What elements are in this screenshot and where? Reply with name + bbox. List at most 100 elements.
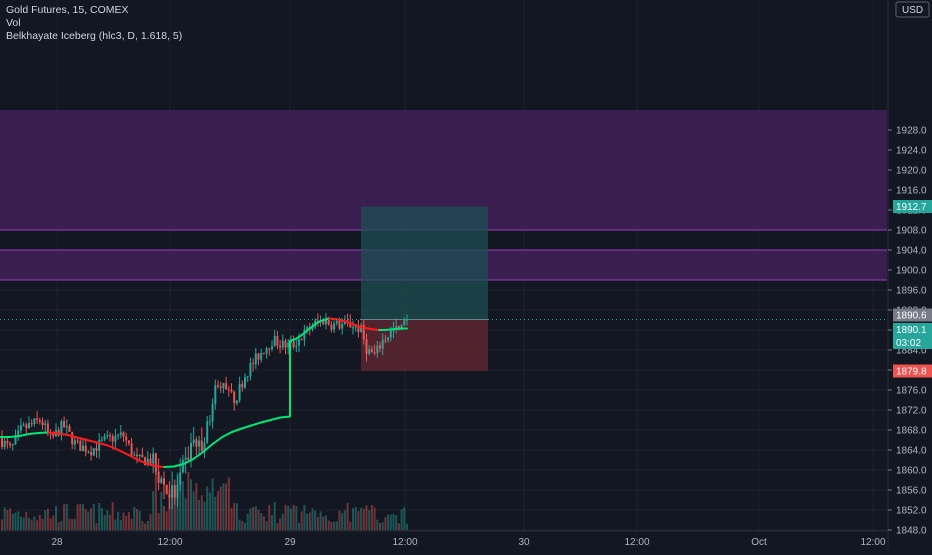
candle-body-4	[11, 444, 14, 446]
candle-body-74	[200, 440, 203, 452]
volume-bar-120	[325, 515, 327, 530]
price-tick-label-4: 1864.0	[896, 446, 927, 457]
candle-body-43	[117, 434, 120, 436]
volume-bar-104	[281, 513, 284, 530]
candle-body-126	[341, 324, 344, 329]
legend-symbol[interactable]: Gold Futures, 15, COMEX	[6, 4, 129, 16]
candle-body-30	[82, 445, 84, 452]
time-axis[interactable]: 28 12:00 29 12:00 30 12:00 Oct 12:00	[0, 530, 887, 548]
candle-body-137	[370, 349, 373, 353]
volume-bar-39	[106, 510, 109, 530]
candle-body-51	[138, 454, 141, 457]
candle-body-96	[260, 353, 263, 360]
volume-bar-133	[360, 507, 363, 530]
candle-body-62	[168, 494, 171, 498]
candle-body-41	[111, 436, 114, 442]
candle-body-71	[192, 439, 195, 444]
volume-bar-115	[311, 508, 314, 530]
candle-body-28	[76, 440, 79, 442]
candle-body-86	[233, 391, 236, 404]
volume-bar-72	[195, 482, 198, 530]
volume-bar-76	[206, 486, 209, 530]
candle-body-130	[352, 327, 354, 329]
candle-body-117	[316, 320, 319, 322]
volume-bar-89	[241, 520, 244, 530]
candle-body-139	[376, 345, 379, 353]
volume-bar-138	[373, 507, 376, 530]
candle-body-124	[335, 320, 338, 324]
candle-body-59	[160, 478, 163, 483]
volume-bar-146	[395, 515, 398, 530]
legend-volume[interactable]: Vol	[6, 17, 21, 29]
volume-bar-15	[41, 518, 44, 530]
volume-bar-127	[343, 510, 346, 530]
volume-bar-37	[100, 507, 103, 530]
candle-body-57	[154, 453, 157, 472]
candle-body-97	[262, 353, 265, 355]
volume-bar-28	[76, 504, 79, 530]
volume-bar-132	[357, 511, 360, 530]
candle-body-67	[181, 459, 184, 473]
last-gray-price-label-bg	[893, 308, 932, 322]
volume-bar-107	[289, 508, 292, 530]
volume-bar-99	[268, 504, 271, 530]
legend-indicator[interactable]: Belkhayate Iceberg (hlc3, D, 1.618, 5)	[6, 30, 183, 42]
iceberg-seg2-5	[316, 319, 325, 324]
price-axis[interactable]: 1848.0 1852.0 1856.0 1860.0 1864.0 1868.0 1872…	[887, 0, 932, 550]
volume-bar-95	[257, 509, 260, 530]
iceberg-seg1-7	[66, 434, 79, 439]
price-tick-label-7: 1876.0	[896, 386, 927, 397]
candle-body-7	[19, 425, 22, 431]
volume-bar-2	[6, 510, 9, 530]
volume-bar-8	[22, 517, 25, 530]
volume-bar-64	[173, 490, 176, 530]
currency-box	[895, 1, 930, 18]
volume-bar-11	[30, 519, 33, 530]
long-position-tool[interactable]	[361, 206, 488, 372]
candle-body-109	[295, 345, 298, 347]
candle-body-8	[22, 424, 25, 426]
candle-body-32	[87, 451, 90, 453]
iceberg-seg1-26	[250, 421, 262, 427]
iceberg-seg1-29	[279, 415, 291, 419]
volume-bar-139	[376, 519, 379, 530]
volume-bar-49	[133, 506, 136, 530]
candle-body-35	[95, 448, 98, 451]
candle-body-26	[71, 431, 74, 445]
candle-body-25	[68, 426, 71, 432]
iceberg-seg1-6	[57, 432, 69, 436]
candle-body-134	[362, 324, 365, 340]
volume-bar-42	[114, 519, 117, 530]
candle-body-55	[149, 458, 152, 464]
volume-bar-55	[149, 513, 152, 530]
volume-bar-33	[90, 508, 93, 530]
volume-bar-58	[157, 512, 160, 530]
volume-bar-111	[300, 511, 303, 530]
candle-body-103	[279, 345, 282, 348]
volume-bar-137	[370, 505, 373, 530]
volume-bar-126	[341, 513, 344, 530]
volume-bar-5	[14, 512, 17, 530]
candle-body-50	[136, 454, 138, 457]
volume-bar-140	[379, 522, 381, 530]
volume-bar-17	[46, 508, 49, 530]
candle-body-15	[41, 421, 44, 426]
candle-body-141	[381, 339, 384, 349]
volume-bar-113	[306, 513, 309, 530]
chart-legend: Gold Futures, 15, COMEX Vol Belkhayate I…	[6, 4, 182, 43]
price-tick-label-20: 1928.0	[896, 126, 927, 137]
volume-bar-12	[33, 516, 36, 530]
volume-bar-79	[214, 496, 217, 530]
candle-body-142	[384, 339, 387, 341]
iceberg-seg1-9	[86, 439, 98, 444]
price-tick-label-17: 1916.0	[896, 186, 927, 197]
iceberg-seg1-24	[231, 427, 243, 433]
volume-bar-93	[252, 507, 255, 530]
candle-body-82	[222, 383, 225, 388]
candle-body-2	[6, 440, 9, 444]
volume-bar-100	[271, 515, 273, 530]
candle-body-100	[271, 346, 273, 350]
volume-bar-144	[389, 514, 392, 530]
